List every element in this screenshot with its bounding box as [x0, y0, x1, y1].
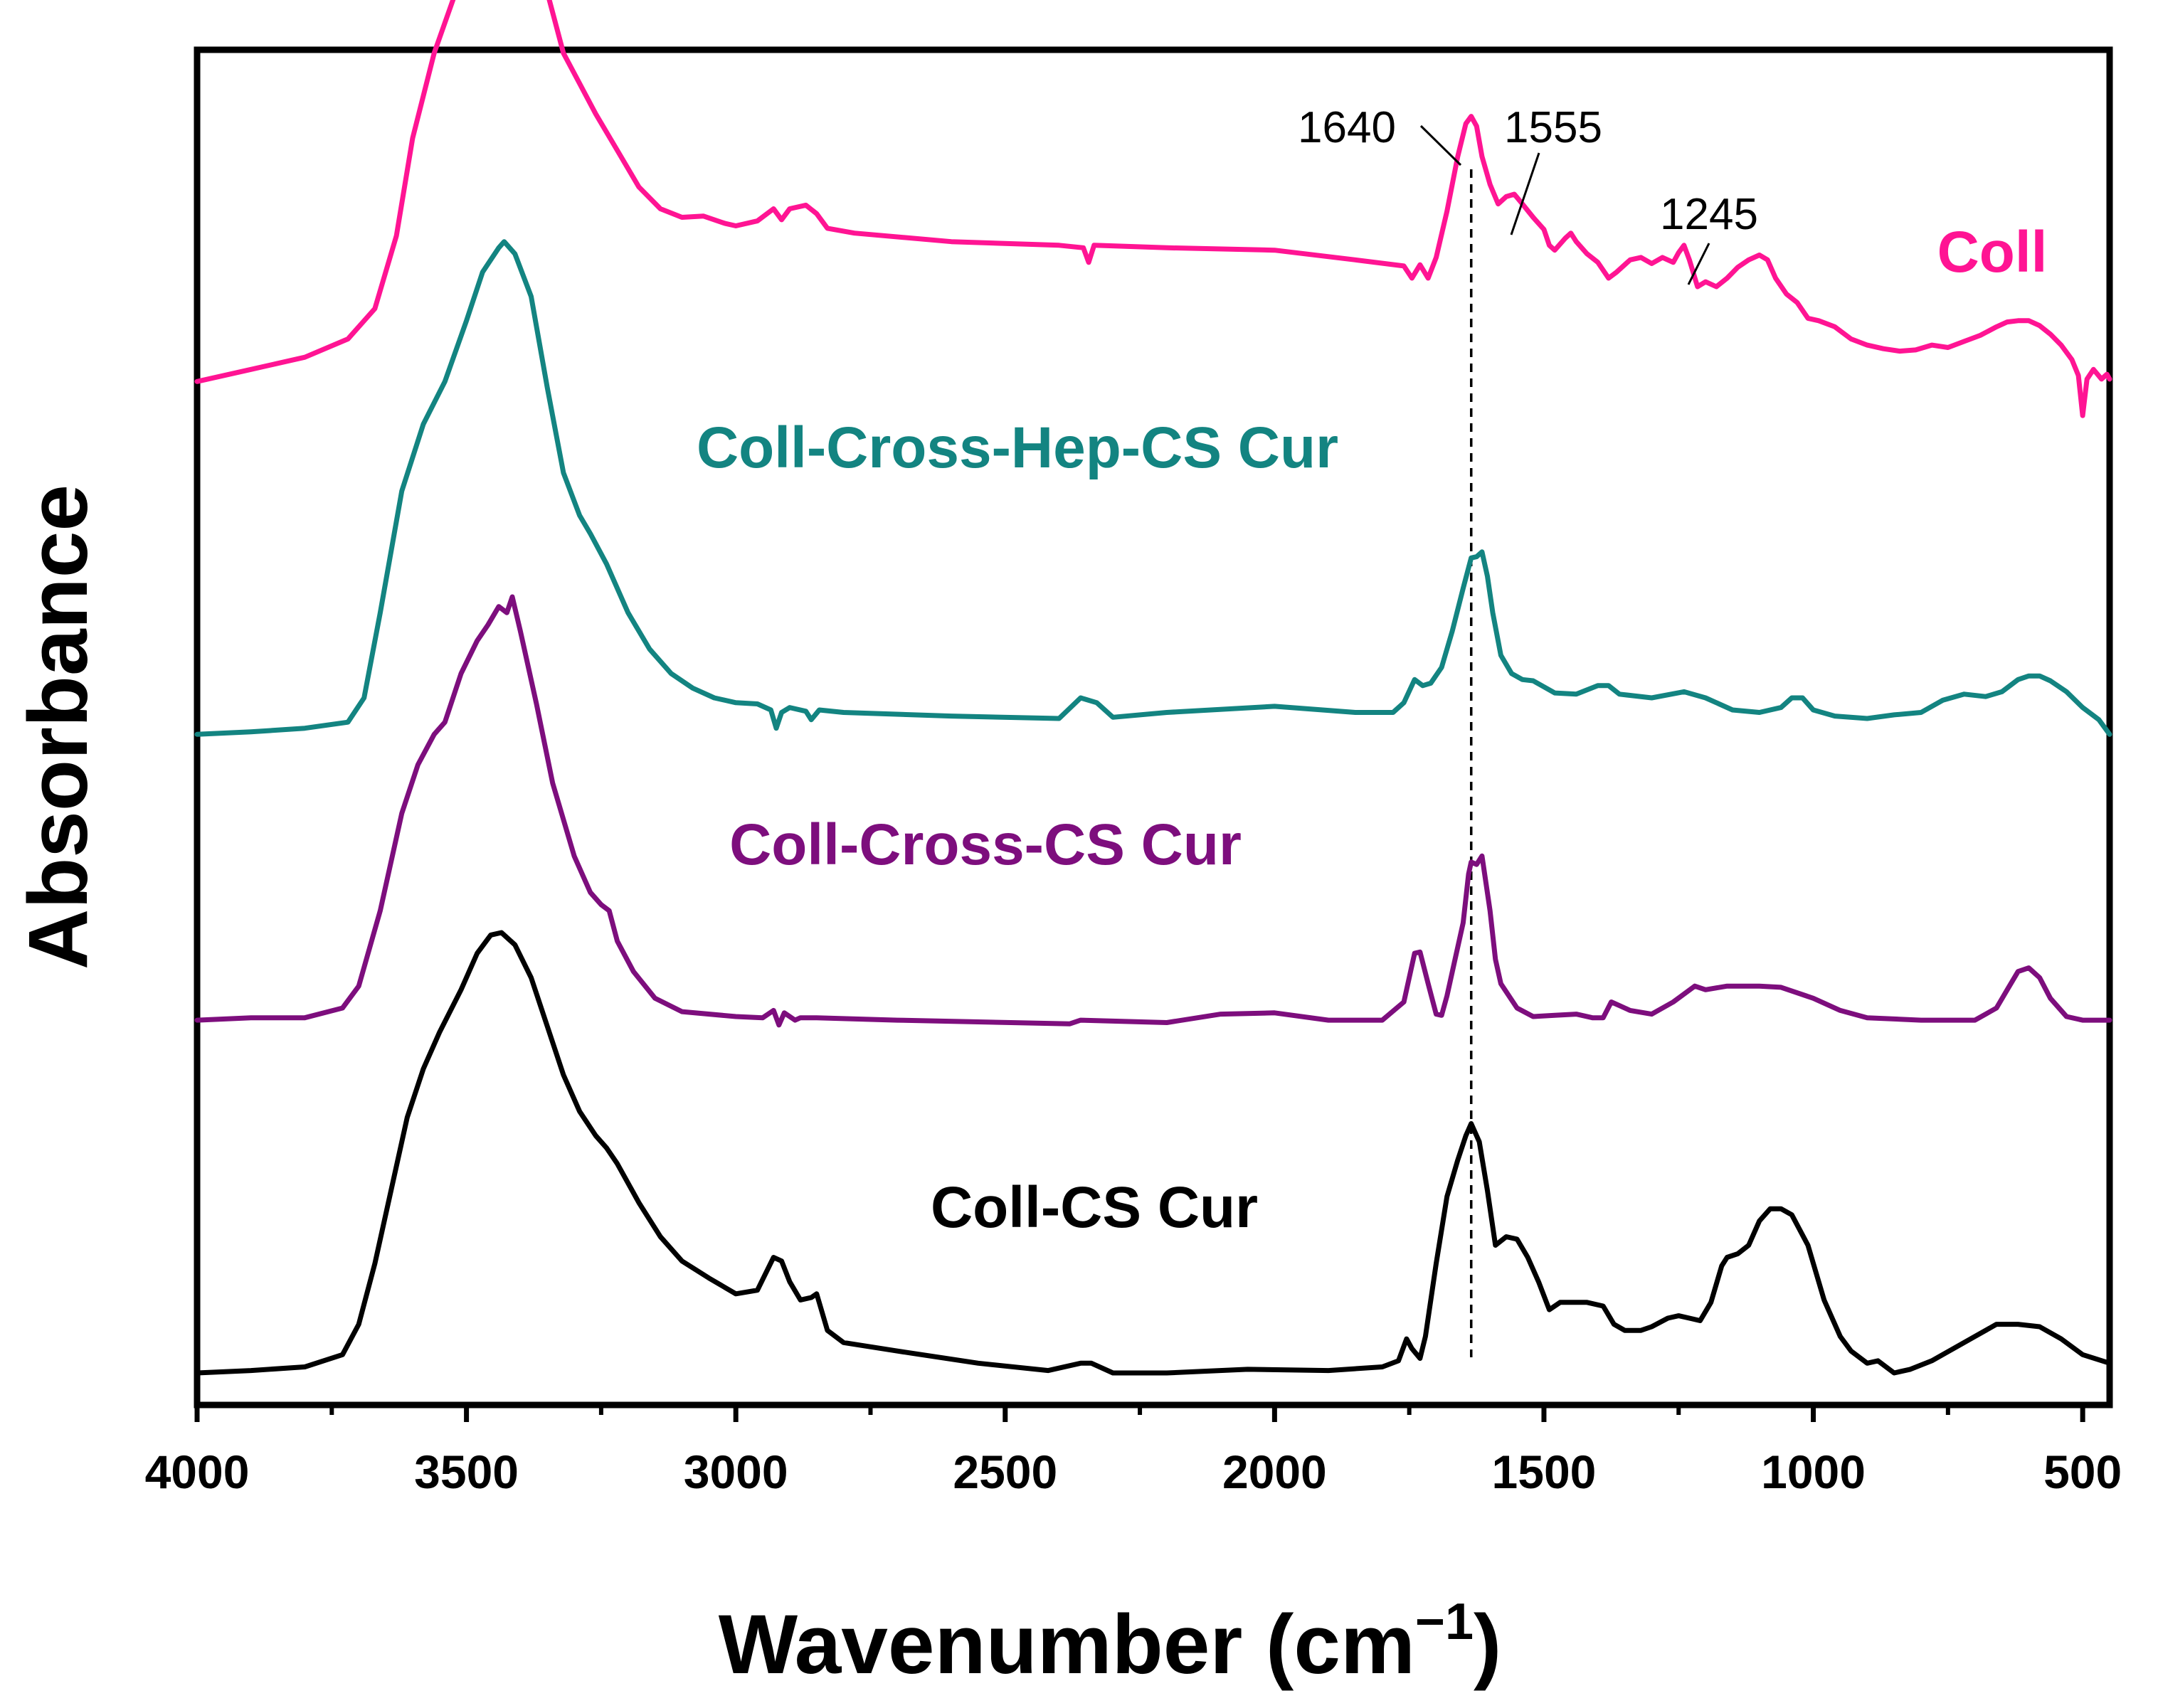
peak-label-1640: 1640	[1298, 103, 1396, 152]
series-label-coll-cs-cur: Coll-CS Cur	[931, 1175, 1258, 1240]
x-tick-label-2500: 2500	[953, 1446, 1057, 1498]
x-tick-label-3500: 3500	[414, 1446, 519, 1498]
peak-label-1555: 1555	[1504, 103, 1602, 152]
x-tick-label-1500: 1500	[1492, 1446, 1597, 1498]
series-line-coll	[194, 0, 2112, 418]
series-group	[194, 0, 2112, 1376]
peak-label-1245: 1245	[1660, 190, 1758, 239]
series-label-coll: Coll	[1937, 220, 2048, 285]
x-tick-label-1000: 1000	[1761, 1446, 1866, 1498]
x-tick-label-2000: 2000	[1222, 1446, 1327, 1498]
x-axis-title-superscript: −1	[1415, 1593, 1474, 1650]
x-axis-ticks: 4000 3500 3000 2500 2000 1500 1000 500	[145, 1405, 2122, 1498]
x-tick-label-500: 500	[2043, 1446, 2122, 1498]
series-line-coll-cs-cur	[194, 930, 2112, 1376]
peak-leader-1555	[1510, 152, 1540, 235]
plot-frame	[194, 46, 2113, 1409]
peak-leader-1245	[1687, 243, 1710, 285]
peak-leader-1640	[1419, 124, 1462, 166]
series-line-coll-cross-cs-cur	[194, 594, 2112, 1028]
x-axis-title-close: )	[1474, 1598, 1501, 1692]
series-label-coll-cross-cs-cur: Coll-Cross-CS Cur	[729, 812, 1242, 877]
series-label-coll-cross-hep-cs-cur: Coll-Cross-Hep-CS Cur	[697, 415, 1338, 480]
x-tick-label-4000: 4000	[145, 1446, 250, 1498]
x-axis-title: Wavenumber (cm−1)	[719, 1593, 1502, 1692]
x-tick-label-3000: 3000	[684, 1446, 788, 1498]
series-line-coll-cross-hep-cs-cur	[194, 239, 2112, 737]
y-axis-title: Absorbance	[11, 484, 105, 970]
